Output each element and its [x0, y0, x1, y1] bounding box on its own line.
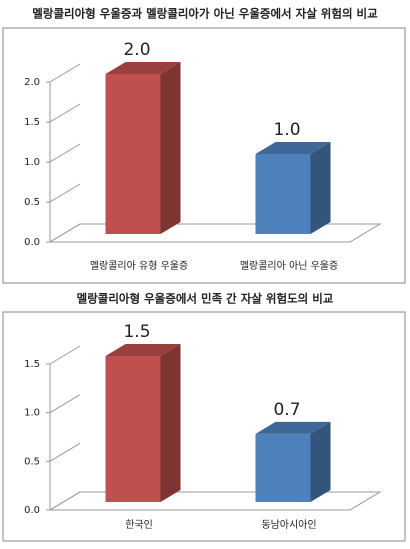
bar-top — [105, 344, 181, 356]
bar-top — [255, 142, 331, 154]
y-tick-label: 0.0 — [24, 505, 40, 516]
chart-frame — [2, 27, 406, 284]
grid-line — [49, 223, 81, 243]
y-tick-label: 1.5 — [24, 359, 40, 370]
bar-side — [160, 344, 181, 502]
value-label: 1.5 — [123, 322, 150, 342]
value-label: 1.0 — [273, 120, 300, 140]
bar-side — [160, 62, 181, 234]
y-tick-label: 2.0 — [24, 77, 40, 88]
bar-side — [310, 142, 331, 234]
grid-line — [49, 394, 81, 414]
grid-line — [49, 183, 81, 203]
value-label: 0.7 — [273, 400, 300, 420]
grid-line — [49, 345, 81, 365]
grid-line — [49, 143, 81, 163]
value-label: 2.0 — [123, 40, 150, 60]
y-tick-label: 0.5 — [24, 456, 40, 467]
chart-frame — [2, 311, 406, 542]
bar — [255, 433, 311, 502]
grid-line — [49, 103, 81, 123]
bar — [105, 74, 161, 234]
grid-line — [49, 63, 81, 83]
bar-side — [310, 421, 331, 502]
bar — [105, 356, 161, 502]
y-tick-label: 1.0 — [24, 157, 40, 168]
y-tick-label: 1.5 — [24, 117, 40, 128]
bar — [255, 154, 311, 234]
chart-title: 멜랑콜리아형 우울증과 멜랑콜리아가 아닌 우울증에서 자살 위험의 비교 — [32, 7, 378, 21]
x-tick-label: 멜랑콜리아 유형 우울증 — [90, 260, 188, 272]
x-tick-label: 한국인 — [125, 519, 153, 531]
y-tick-label: 0.5 — [24, 197, 40, 208]
bar-top — [255, 421, 331, 434]
bar-top — [105, 62, 181, 74]
chart-title: 멜랑콜리아형 우울증에서 민족 간 자살 위험도의 비교 — [77, 292, 334, 306]
y-tick-label: 1.0 — [24, 408, 40, 419]
grid-line — [49, 442, 81, 462]
x-tick-label: 멜랑콜리아 아닌 우울증 — [240, 260, 338, 272]
x-tick-label: 동남아시아인 — [261, 519, 316, 531]
grid-line — [49, 491, 81, 511]
y-tick-label: 0.0 — [24, 237, 40, 248]
